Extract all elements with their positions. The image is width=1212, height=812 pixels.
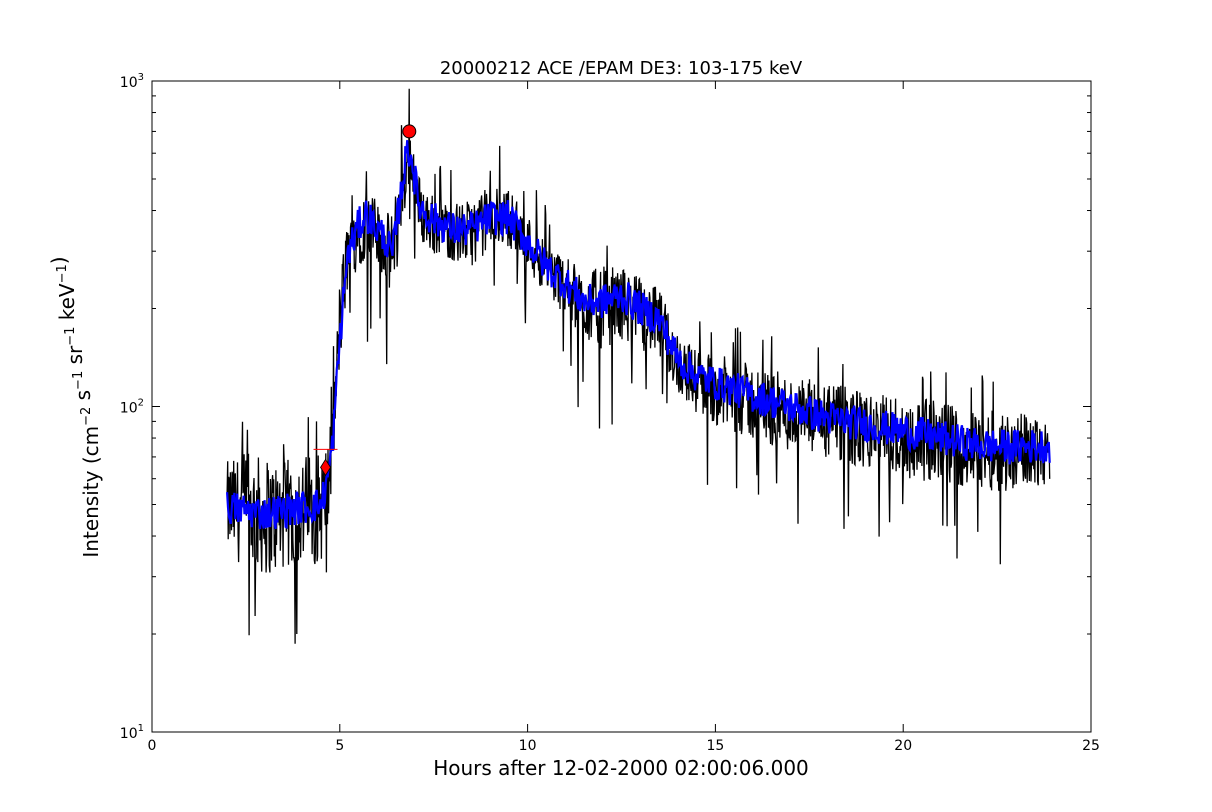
y-axis-ticks: 101 102 103 — [120, 72, 1091, 742]
x-tick-label: 0 — [148, 738, 157, 754]
peak-marker — [402, 124, 417, 139]
y-axis-label: Intensity (cm−2 s−1 sr−1 keV−1) — [47, 256, 103, 557]
event-markers — [313, 124, 417, 477]
chart-title: 20000212 ACE /EPAM DE3: 103-175 keV — [440, 58, 803, 79]
onset-marker — [320, 458, 331, 477]
x-tick-label: 5 — [335, 738, 344, 754]
x-tick-label: 15 — [706, 738, 724, 754]
x-tick-label: 10 — [519, 738, 537, 754]
x-axis-ticks: 0 5 10 15 20 25 — [148, 81, 1100, 754]
smoothed-series-line — [226, 140, 1051, 530]
smoothed-data-series — [226, 140, 1051, 530]
x-tick-label: 20 — [894, 738, 912, 754]
x-tick-label: 25 — [1082, 738, 1100, 754]
x-axis-label: Hours after 12-02-2000 02:00:06.000 — [433, 756, 809, 780]
y-tick-label: 101 — [120, 723, 144, 742]
y-tick-label: 103 — [120, 72, 144, 91]
y-tick-label: 102 — [120, 398, 144, 417]
